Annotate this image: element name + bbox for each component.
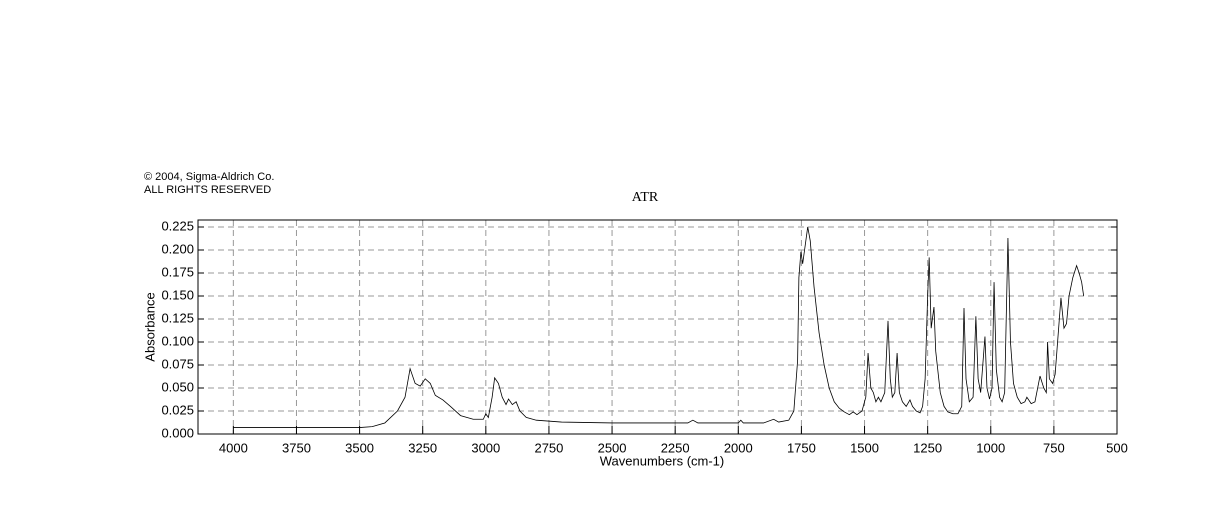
y-axis-label: Absorbance [142,292,157,361]
x-tick-label: 750 [1043,440,1065,455]
y-tick-label: 0.075 [161,356,194,371]
copyright-note: ALL RIGHTS RESERVED [144,184,271,196]
y-tick-label: 0.025 [161,402,194,417]
x-tick-label: 3000 [471,440,500,455]
y-tick-label: 0.150 [161,287,194,302]
y-tick-label: 0.050 [161,379,194,394]
x-tick-label: 1250 [913,440,942,455]
y-tick-label: 0.175 [161,264,194,279]
copyright-note: © 2004, Sigma-Aldrich Co. [144,171,274,183]
y-tick-label: 0.000 [161,425,194,440]
x-tick-label: 3250 [408,440,437,455]
chart-title: ATR [632,190,659,205]
x-tick-label: 4000 [219,440,248,455]
y-tick-label: 0.225 [161,218,194,233]
x-tick-label: 2750 [534,440,563,455]
x-tick-label: 3750 [282,440,311,455]
x-tick-label: 2500 [598,440,627,455]
x-axis-label: Wavenumbers (cm-1) [600,453,724,468]
y-tick-label: 0.200 [161,241,194,256]
x-tick-label: 1000 [976,440,1005,455]
y-tick-label: 0.125 [161,310,194,325]
x-tick-label: 2250 [661,440,690,455]
x-tick-label: 1750 [787,440,816,455]
x-tick-label: 500 [1106,440,1128,455]
y-tick-label: 0.100 [161,333,194,348]
x-tick-label: 2000 [724,440,753,455]
x-tick-label: 3500 [345,440,374,455]
spectrum-line [233,226,1085,428]
plot-frame [197,219,1118,435]
x-tick-label: 1500 [850,440,879,455]
